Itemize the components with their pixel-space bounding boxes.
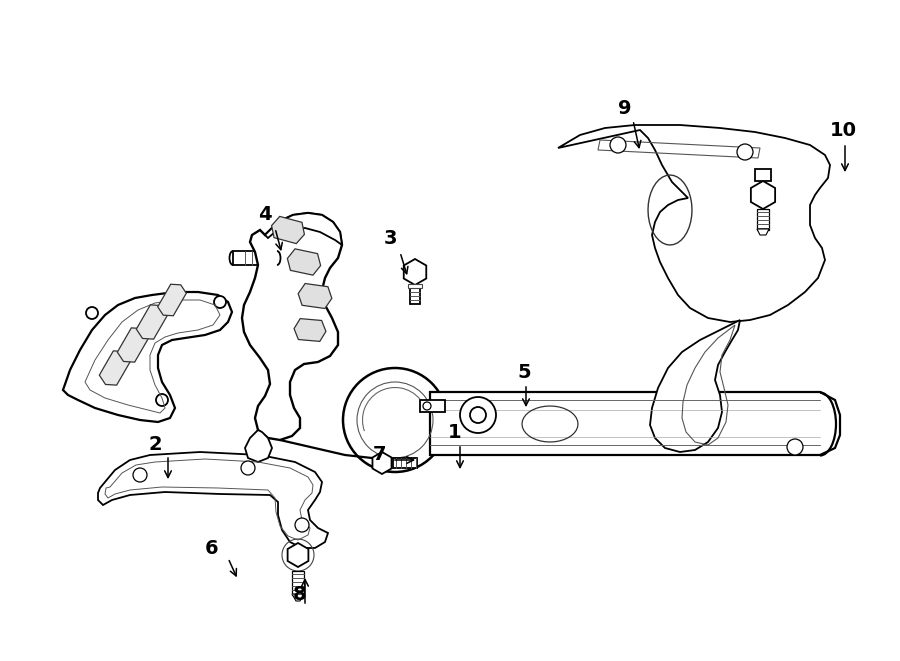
Text: 3: 3 (383, 229, 397, 247)
Polygon shape (99, 351, 130, 385)
Circle shape (423, 402, 431, 410)
Circle shape (343, 368, 447, 472)
Polygon shape (298, 284, 332, 309)
Polygon shape (408, 284, 422, 288)
Polygon shape (430, 392, 840, 455)
Circle shape (470, 407, 486, 423)
Polygon shape (287, 249, 320, 275)
Polygon shape (420, 400, 445, 412)
Text: 2: 2 (148, 436, 162, 455)
Text: 1: 1 (448, 422, 462, 442)
Text: 5: 5 (518, 364, 531, 383)
Text: 4: 4 (258, 206, 272, 225)
Polygon shape (288, 543, 309, 567)
Circle shape (241, 461, 255, 475)
Polygon shape (373, 452, 392, 474)
Polygon shape (242, 213, 342, 440)
Text: 10: 10 (830, 120, 857, 139)
Polygon shape (245, 430, 272, 462)
Circle shape (737, 144, 753, 160)
Text: 7: 7 (374, 446, 387, 465)
Polygon shape (136, 305, 167, 339)
Text: 9: 9 (618, 98, 632, 118)
Polygon shape (265, 213, 342, 245)
Polygon shape (751, 181, 775, 209)
Text: 6: 6 (205, 539, 219, 557)
Polygon shape (558, 125, 830, 322)
Circle shape (86, 307, 98, 319)
Polygon shape (98, 452, 328, 548)
Circle shape (156, 394, 168, 406)
Polygon shape (233, 251, 277, 265)
Circle shape (460, 397, 496, 433)
Polygon shape (292, 594, 304, 601)
Polygon shape (650, 320, 740, 452)
Circle shape (610, 137, 626, 153)
Polygon shape (158, 284, 186, 316)
Circle shape (787, 439, 803, 455)
Polygon shape (410, 285, 420, 304)
Polygon shape (292, 571, 304, 595)
Polygon shape (755, 169, 771, 181)
Circle shape (295, 518, 309, 532)
Polygon shape (757, 209, 769, 230)
Circle shape (133, 468, 147, 482)
Polygon shape (63, 292, 232, 422)
Polygon shape (757, 229, 769, 235)
Polygon shape (272, 216, 304, 244)
Polygon shape (404, 259, 427, 285)
Polygon shape (393, 458, 417, 468)
Polygon shape (117, 328, 148, 362)
Circle shape (214, 296, 226, 308)
Text: 8: 8 (293, 586, 307, 605)
Polygon shape (294, 319, 326, 341)
